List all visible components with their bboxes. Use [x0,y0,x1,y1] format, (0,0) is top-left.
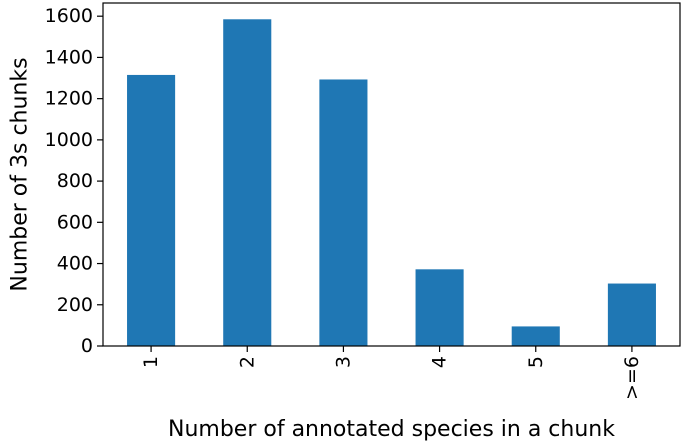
y-tick-label: 400 [57,253,93,275]
y-tick-label: 1000 [45,129,93,151]
bar [223,19,272,347]
bar [319,79,368,347]
x-tick-label: 1 [140,356,162,368]
x-tick-label: 4 [429,356,451,368]
bar [607,283,656,346]
y-tick-label: 0 [81,335,93,357]
bar [415,269,464,346]
x-tick-label: 2 [236,356,258,368]
x-tick-label: 5 [525,356,547,368]
x-tick-label: 3 [332,356,354,368]
y-tick-label: 1400 [45,46,93,68]
y-axis-label: Number of 3s chunks [8,57,33,291]
y-tick-label: 200 [57,294,93,316]
y-axis: 0 200 400 600 800 1000 1200 1400 1600 [45,5,103,357]
x-tick-label: >=6 [621,356,643,400]
plot-frame [102,2,681,347]
y-tick-label: 1200 [45,88,93,110]
x-axis: 1 2 3 4 5 >=6 [140,346,643,400]
y-tick-label: 800 [57,170,93,192]
x-axis-label: Number of annotated species in a chunk [168,417,615,442]
y-tick-label: 600 [57,211,93,233]
bar [511,326,560,346]
y-tick-label: 1600 [45,5,93,27]
bar [127,74,176,346]
bars-layer [127,19,656,347]
